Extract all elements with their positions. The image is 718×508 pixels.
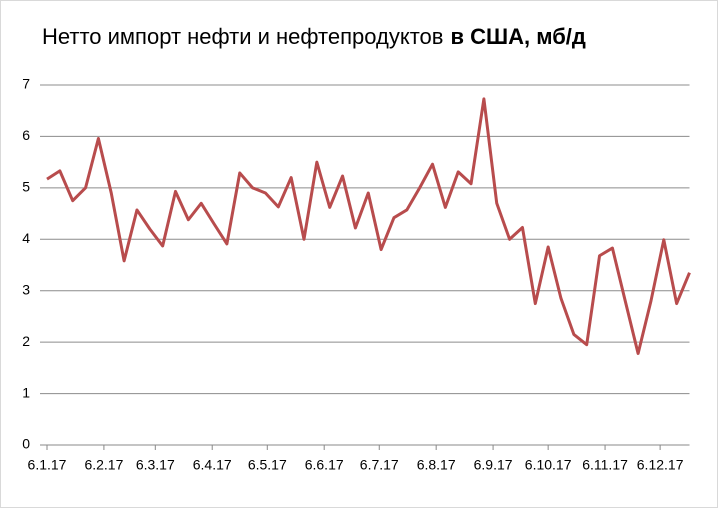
y-tick-label: 2 xyxy=(22,333,30,349)
x-tick-label: 6.10.17 xyxy=(525,457,572,473)
x-tick-label: 6.2.17 xyxy=(84,457,123,473)
x-tick-label: 6.9.17 xyxy=(474,457,513,473)
x-tick-label: 6.3.17 xyxy=(136,457,175,473)
x-tick-label: 6.8.17 xyxy=(417,457,456,473)
y-tick-label: 4 xyxy=(22,230,30,246)
title-bold: в США, мб/д xyxy=(450,24,585,49)
y-tick-label: 5 xyxy=(22,179,30,195)
title-text: Нетто импорт нефти и нефтепродуктов xyxy=(42,24,443,49)
x-tick-label: 6.1.17 xyxy=(28,457,67,473)
y-tick-label: 7 xyxy=(22,76,30,92)
x-tick-label: 6.7.17 xyxy=(360,457,399,473)
x-tick-label: 6.11.17 xyxy=(582,457,628,473)
x-tick-label: 6.4.17 xyxy=(193,457,232,473)
x-tick-label: 6.5.17 xyxy=(248,457,287,473)
x-tick-label: 6.12.17 xyxy=(637,457,684,473)
data-line xyxy=(46,97,691,355)
chart-title: Нетто импорт нефти и нефтепродуктов в США… xyxy=(42,24,586,49)
y-tick-label: 1 xyxy=(22,384,30,400)
x-tick-label: 6.6.17 xyxy=(305,457,344,473)
y-tick-label: 3 xyxy=(22,281,30,297)
y-tick-label: 6 xyxy=(22,127,30,143)
y-tick-label: 0 xyxy=(22,436,30,452)
